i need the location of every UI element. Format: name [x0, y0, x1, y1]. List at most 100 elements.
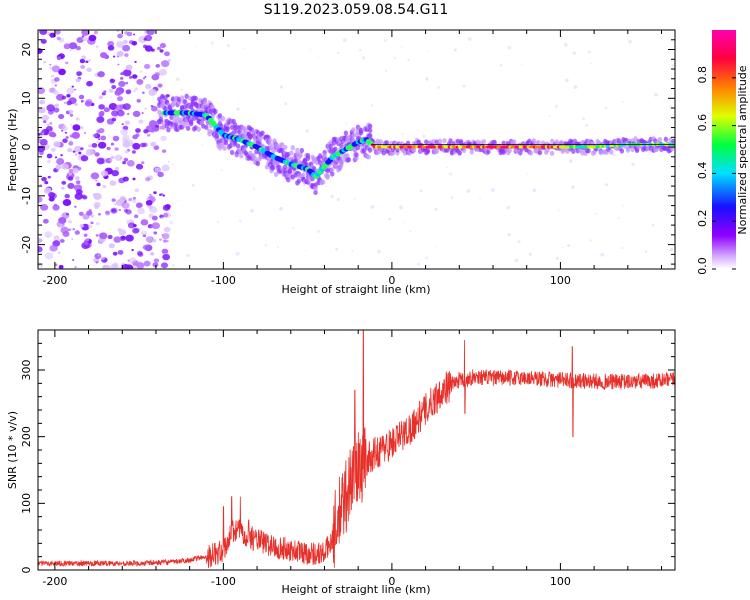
spectrogram-cell	[118, 229, 127, 236]
spectrogram-cell	[161, 149, 167, 153]
spectrogram-cell	[58, 68, 66, 76]
spectrogram-cell	[68, 228, 72, 232]
spectrogram-cell	[512, 139, 517, 145]
spectrogram-cell	[166, 127, 171, 133]
spectrogram-cell	[148, 213, 154, 218]
spectrogram-cell	[622, 204, 625, 207]
spectrogram-cell	[172, 202, 174, 204]
spectrogram-cell	[91, 142, 98, 148]
snr-ytick-label: 100	[20, 493, 33, 514]
spectrogram-y-label: Frequency (Hz)	[6, 109, 19, 192]
spectrogram-cell	[88, 209, 92, 212]
spectrogram-cell	[87, 224, 93, 229]
spectrogram-cell	[112, 55, 116, 58]
spectrogram-cell	[95, 234, 99, 237]
spectrogram-cell	[40, 203, 49, 211]
spectrogram-cell	[582, 117, 585, 121]
spectrogram-cell	[514, 258, 519, 263]
spectrogram-cell	[159, 49, 164, 53]
spectrogram-cell	[148, 88, 157, 96]
spectrogram-cell	[151, 215, 158, 221]
colorbar-gradient	[712, 30, 736, 269]
spectrogram-cell	[585, 124, 589, 128]
spectrogram-cell	[74, 102, 78, 107]
spectrogram-cell	[536, 139, 541, 146]
spectrogram-cell	[61, 180, 67, 185]
spectrogram-cell	[166, 240, 169, 243]
spectrogram-xtick-label: 100	[550, 274, 571, 287]
spectrogram-cell	[88, 144, 92, 148]
spectrogram-cell	[120, 128, 128, 136]
spectrogram-cell	[69, 113, 74, 117]
spectrogram-cell	[46, 104, 55, 112]
spectrogram-cell	[80, 100, 84, 103]
spectrogram-cell	[167, 58, 171, 62]
spectrogram-ytick-label: 0	[20, 144, 33, 151]
spectrogram-cell	[136, 79, 144, 85]
spectrogram-cell	[526, 172, 529, 175]
spectrogram-cell	[159, 238, 162, 241]
spectrogram-cell	[97, 141, 107, 149]
spectrogram-cell	[145, 236, 153, 242]
spectrogram-cell	[147, 133, 151, 137]
spectrogram-cell	[90, 214, 95, 218]
spectrogram-cell	[243, 128, 248, 134]
spectrogram-cell	[119, 76, 124, 80]
spectrogram-cell	[586, 148, 591, 154]
spectrogram-cell	[528, 150, 534, 156]
spectrogram-cell	[93, 30, 99, 35]
spectrogram-cell	[56, 93, 65, 101]
spectrogram-cell	[39, 138, 48, 146]
spectrogram-cell	[295, 147, 300, 153]
spectrogram-cell	[48, 196, 55, 202]
spectrogram-cell	[132, 177, 136, 181]
spectrogram-cell	[258, 135, 264, 141]
spectrogram-cell	[106, 146, 111, 151]
spectrogram-cell	[313, 189, 318, 196]
spectrogram-cell	[43, 61, 46, 64]
spectrogram-marks	[38, 30, 675, 269]
spectrogram-x-label: Height of straight line (km)	[281, 283, 430, 296]
spectrogram-ytick-label: -20	[20, 236, 33, 254]
spectrogram-cell	[125, 234, 134, 242]
spectrogram-cell	[71, 238, 74, 240]
spectrogram-cell	[328, 143, 333, 150]
spectrogram-cell	[185, 125, 191, 131]
spectrogram-cell	[160, 60, 170, 68]
spectrogram-cell	[594, 212, 597, 215]
spectrogram-cell	[402, 221, 405, 224]
spectrogram-cell	[117, 33, 123, 39]
spectrogram-cell	[330, 180, 332, 182]
spectrogram-cell	[71, 131, 80, 139]
spectrogram-cell	[49, 122, 53, 125]
spectrogram-cell	[42, 132, 45, 135]
spectrogram-cell	[121, 202, 130, 209]
colorbar: 0.0 0.2 0.4 0.6 0.8 Normalized spectral ampl…	[696, 30, 749, 275]
spectrogram-cell	[86, 67, 92, 73]
spectrogram-cell	[75, 117, 80, 121]
spectrogram-cell	[134, 133, 140, 138]
spectrogram-cell	[54, 103, 59, 108]
spectrogram-cell	[72, 150, 76, 153]
spectrogram-cell	[219, 123, 224, 129]
spectrogram-cell	[122, 69, 132, 77]
spectrogram-cell	[561, 246, 564, 249]
spectrogram-cell	[134, 87, 139, 91]
spectrogram-cell	[405, 140, 411, 146]
spectrogram-cell	[144, 107, 147, 110]
spectrogram-cell	[153, 231, 158, 235]
spectrogram-cell	[450, 196, 454, 199]
spectrogram-cell	[138, 119, 144, 124]
spectrogram-cell	[82, 195, 88, 200]
spectrogram-cell	[38, 48, 43, 54]
spectrogram-cell	[141, 161, 145, 164]
spectrogram-cell	[342, 38, 347, 42]
spectrogram-cell	[66, 100, 72, 106]
spectrogram-cell	[60, 186, 65, 190]
spectrogram-cell	[60, 239, 65, 243]
spectrogram-cell	[54, 30, 61, 35]
spectrogram-cell	[75, 45, 81, 51]
spectrogram-cell	[422, 134, 426, 138]
spectrogram-cell	[196, 126, 201, 132]
snr-ticks: -200 -100 0 100 0 100 200 300	[20, 329, 675, 588]
